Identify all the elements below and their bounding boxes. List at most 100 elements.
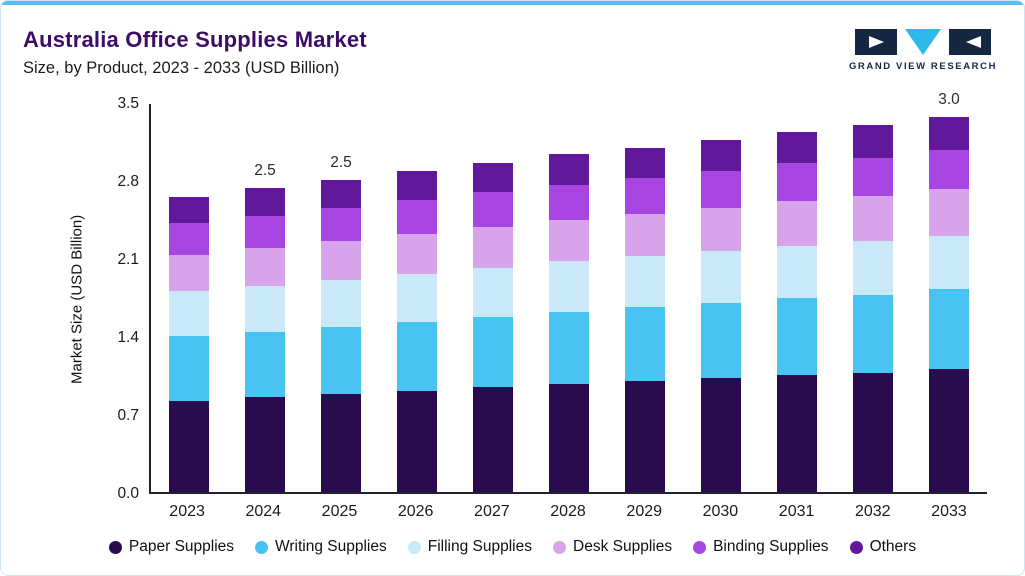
bar-segment [321, 327, 361, 394]
bar-total-label: 2.5 [330, 154, 352, 171]
bar-segment [701, 207, 741, 252]
x-tick-label: 2024 [245, 503, 282, 520]
legend-label: Paper Supplies [128, 538, 235, 555]
top-accent-bar [1, 1, 1024, 5]
x-tick-label: 2028 [550, 503, 586, 520]
bar-slot-2027 [455, 104, 531, 492]
bar-segment [853, 372, 893, 492]
legend-item: Filling Supplies [407, 538, 532, 556]
bar-slot-2032 [835, 104, 911, 492]
y-tick-label: 3.5 [117, 95, 139, 112]
bar-segment [169, 336, 209, 401]
x-axis-labels: 2023 2024 2025 2026 2027 2028 2029 2030 2031 2032… [149, 503, 987, 521]
bar-segment [549, 184, 589, 221]
bar-segment [473, 317, 513, 388]
bar-segment [625, 307, 665, 381]
bar-segment [473, 192, 513, 227]
bar-segment [245, 248, 285, 286]
legend: Paper Supplies Writing Supplies Filling Su… [1, 538, 1024, 556]
stacked-bar-2024 [245, 187, 285, 492]
bar-segment [625, 255, 665, 308]
bar-segment [549, 154, 589, 185]
bar-segment [929, 116, 969, 150]
brand-logo-marks [855, 29, 991, 55]
legend-item: Others [849, 538, 917, 556]
legend-item: Binding Supplies [693, 538, 829, 556]
bar-segment [169, 196, 209, 224]
bar-segment [397, 390, 437, 492]
bar-segment [245, 397, 285, 492]
bar-segment [777, 201, 817, 246]
legend-item: Desk Supplies [553, 538, 672, 556]
bar-segment [397, 171, 437, 201]
bar-segment [321, 179, 361, 208]
bars: 2.5 2.5 3.0 [151, 91, 987, 492]
legend-label: Others [869, 538, 917, 555]
x-tick-label: 2033 [931, 503, 967, 520]
x-tick-label: 2023 [169, 503, 205, 520]
bar-segment [321, 280, 361, 328]
bar-segment [473, 268, 513, 318]
bar-segment [397, 321, 437, 391]
legend-label: Binding Supplies [713, 538, 829, 555]
x-tick-label: 2031 [778, 503, 815, 520]
bar-segment [929, 149, 969, 189]
stacked-bar-2031 [777, 132, 817, 492]
bar-segment [321, 241, 361, 281]
bar-segment [853, 241, 893, 295]
bar-segment [321, 207, 361, 242]
y-tick-label: 1.4 [117, 329, 139, 346]
bar-segment [701, 251, 741, 303]
x-tick-label: 2025 [321, 503, 358, 520]
y-axis-ticks: 0.0 0.7 1.4 2.1 2.8 3.5 [91, 95, 139, 502]
bar-segment [625, 380, 665, 492]
bar-segment [929, 235, 969, 290]
legend-item: Writing Supplies [255, 538, 387, 556]
brand-name: GRAND VIEW RESEARCH [848, 61, 998, 72]
x-tick-label: 2026 [397, 503, 434, 520]
stacked-bar-2033 [929, 116, 969, 492]
bar-segment [625, 147, 665, 178]
stacked-bar-2025 [321, 179, 361, 492]
bar-segment [929, 369, 969, 492]
x-tick-label: 2030 [702, 503, 739, 520]
bar-segment [929, 289, 969, 370]
plot-area: 2.5 2.5 3.0 [149, 91, 987, 494]
bar-segment [777, 298, 817, 375]
x-tick-label: 2027 [474, 503, 510, 520]
legend-label: Desk Supplies [573, 538, 673, 555]
stacked-bar-2027 [473, 163, 513, 492]
legend-label: Writing Supplies [275, 538, 387, 555]
bar-segment [549, 261, 589, 312]
bar-slot-2024: 2.5 [227, 104, 303, 492]
brand-logo: GRAND VIEW RESEARCH [848, 27, 998, 72]
stacked-bar-2026 [397, 171, 437, 492]
bar-slot-2025: 2.5 [303, 104, 379, 492]
bar-slot-2029 [607, 104, 683, 492]
bar-segment [701, 378, 741, 492]
bar-slot-2028 [531, 104, 607, 492]
bar-segment [777, 163, 817, 202]
page-subtitle: Size, by Product, 2023 - 2033 (USD Billi… [23, 59, 340, 77]
y-axis-title: Market Size (USD Billion) [68, 214, 86, 384]
bar-segment [549, 383, 589, 492]
bar-slot-2023 [151, 104, 227, 492]
bar-segment [397, 200, 437, 234]
y-tick-label: 2.8 [117, 173, 139, 190]
bar-segment [701, 170, 741, 208]
stacked-bar-2023 [169, 196, 209, 492]
legend-dot-icon [849, 540, 863, 554]
bar-segment [245, 215, 285, 249]
bar-segment [549, 311, 589, 384]
bar-segment [929, 188, 969, 236]
bar-segment [473, 226, 513, 269]
x-tick-label: 2029 [626, 503, 663, 520]
bar-slot-2033: 3.0 [911, 91, 987, 492]
bar-segment [321, 393, 361, 492]
bar-segment [625, 213, 665, 256]
bar-segment [777, 375, 817, 492]
bar-segment [853, 294, 893, 373]
legend-dot-icon [108, 540, 122, 554]
bar-segment [397, 233, 437, 274]
legend-item: Paper Supplies [108, 538, 235, 556]
